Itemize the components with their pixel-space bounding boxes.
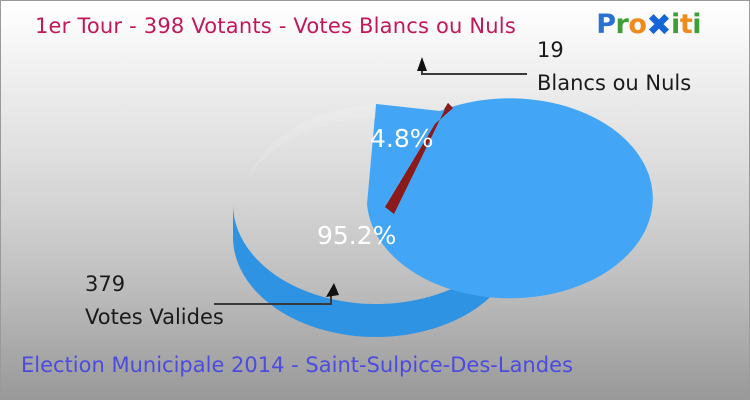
- pie-slice-blancs-ou-nuls-side: [385, 103, 453, 214]
- logo-letter-x: ✖: [646, 8, 672, 43]
- pie-slice-blancs-highlight: [385, 103, 448, 207]
- footer-caption: Election Municipale 2014 - Saint-Sulpice…: [21, 353, 573, 377]
- logo-letter-i2: i: [692, 9, 701, 40]
- pie-slice-blancs-ou-nuls[interactable]: [385, 103, 453, 214]
- proxiti-logo[interactable]: Pro✖iti: [596, 8, 701, 43]
- annotation-valides-value: 379: [85, 272, 126, 296]
- annotation-blancs-label: Blancs ou Nuls: [537, 71, 692, 96]
- pie-percent-label-blancs: 4.8%: [370, 124, 434, 153]
- page-title: 1er Tour - 398 Votants - Votes Blancs ou…: [35, 14, 516, 38]
- pie-percent-label-valides: 95.2%: [317, 221, 397, 250]
- pie-highlight: [249, 104, 376, 177]
- annotation-votes-valides: 379 Votes Valides: [85, 273, 224, 328]
- leader-line-blancs: [417, 57, 527, 75]
- logo-letter-o: o: [628, 9, 647, 40]
- leader-line-valides: [214, 283, 339, 305]
- logo-letter-r: r: [615, 9, 629, 40]
- logo-letter-i1: i: [671, 9, 680, 40]
- logo-letter-p: P: [596, 9, 616, 40]
- annotation-valides-label: Votes Valides: [85, 305, 224, 330]
- annotation-blancs-value: 19: [537, 38, 564, 62]
- annotation-blancs-ou-nuls: 19 Blancs ou Nuls: [537, 39, 691, 94]
- logo-letter-t: t: [679, 9, 693, 40]
